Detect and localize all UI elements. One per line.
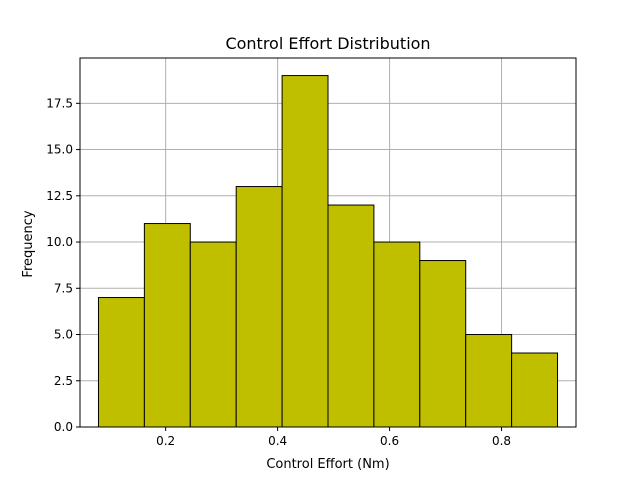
y-axis-label: Frequency: [21, 210, 36, 277]
histogram-bar: [97, 297, 145, 428]
x-tick-label: 0.4: [268, 434, 287, 448]
y-tick-label: 17.5: [46, 96, 73, 110]
y-tick-label: 12.5: [46, 189, 73, 203]
histogram-bar: [511, 352, 559, 428]
chart-title: Control Effort Distribution: [225, 34, 430, 53]
histogram-bar: [281, 75, 329, 428]
histogram-bar: [189, 241, 237, 428]
x-tick-label: 0.6: [380, 434, 399, 448]
histogram-bar: [465, 334, 513, 428]
x-tick-label: 0.2: [156, 434, 175, 448]
y-tick-label: 7.5: [54, 281, 73, 295]
y-tick-label: 0.0: [54, 420, 73, 434]
histogram-bar: [143, 223, 191, 428]
y-tick-label: 5.0: [54, 328, 73, 342]
y-tick-label: 10.0: [46, 235, 73, 249]
histogram-bar: [419, 260, 467, 428]
histogram-bar: [373, 241, 421, 428]
histogram-bar: [327, 204, 375, 428]
x-tick-label: 0.8: [492, 434, 511, 448]
y-tick-label: 2.5: [54, 374, 73, 388]
bars: [97, 75, 559, 428]
x-axis-label: Control Effort (Nm): [266, 457, 389, 472]
x-axis-ticks: 0.2 0.4 0.6 0.8: [156, 427, 511, 448]
y-axis-ticks: 0.0 2.5 5.0 7.5 10.0 12.5 15.0 17.5: [46, 96, 80, 434]
histogram-bar: [235, 186, 283, 428]
y-tick-label: 15.0: [46, 143, 73, 157]
